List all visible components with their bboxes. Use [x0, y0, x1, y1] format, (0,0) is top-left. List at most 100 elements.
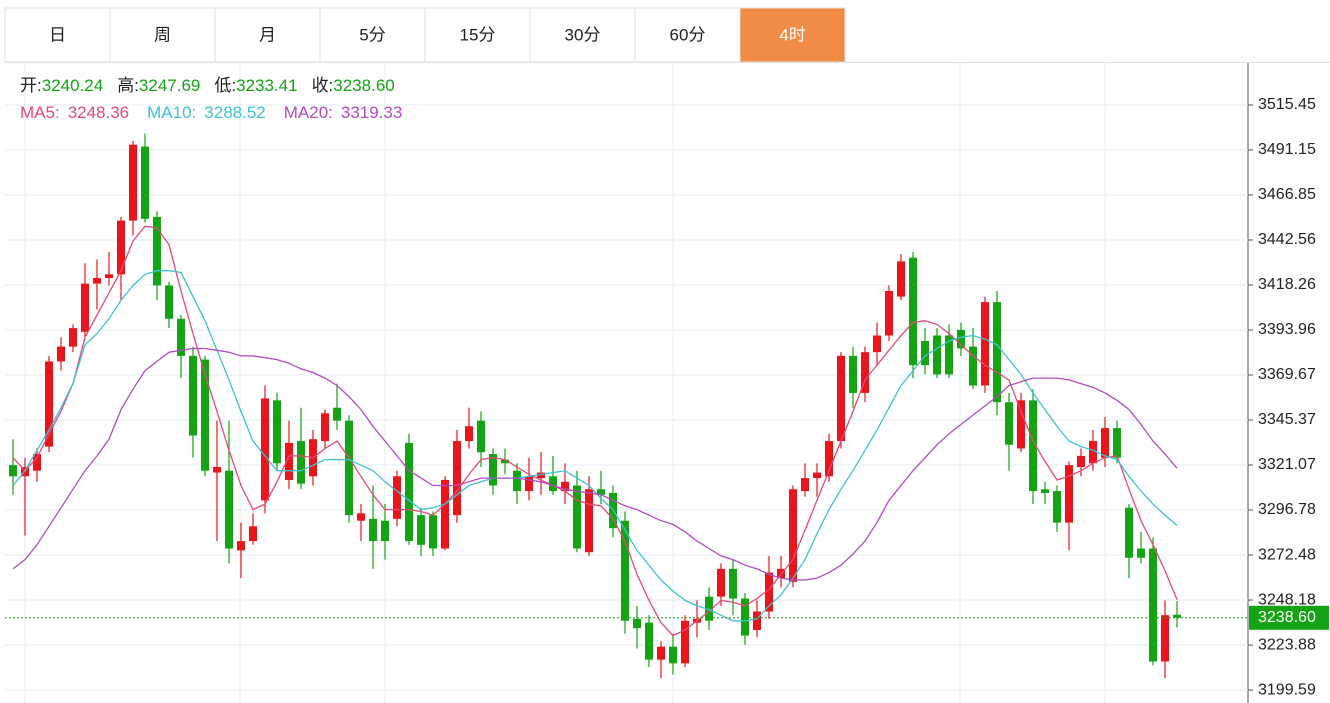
candle-body [1017, 400, 1025, 449]
candle-body [225, 470, 233, 549]
candle-body [1077, 455, 1085, 468]
tab[interactable]: 60分 [634, 7, 741, 63]
candle-body [753, 611, 761, 631]
candle-body [345, 420, 353, 516]
tab-label[interactable]: 月 [259, 25, 276, 44]
tab-box[interactable] [424, 7, 531, 63]
candle-body [1101, 428, 1109, 458]
y-tick-label: 3321.07 [1258, 456, 1316, 473]
tab[interactable]: 月 [214, 7, 321, 63]
tab[interactable]: 周 [109, 7, 216, 63]
y-tick-label: 3369.67 [1258, 366, 1316, 383]
y-tick-label: 3199.59 [1258, 681, 1316, 698]
ma-line [12, 270, 1178, 622]
tab-box[interactable] [529, 7, 636, 63]
tab-box[interactable] [214, 7, 321, 63]
candle-body [453, 441, 461, 516]
tab[interactable]: 5分 [319, 7, 426, 63]
candle-body [513, 470, 521, 492]
candle-body [1089, 441, 1097, 464]
candle-body [9, 465, 17, 477]
tab-label[interactable]: 周 [154, 25, 171, 44]
ma-line [12, 347, 1178, 581]
candle-body [285, 442, 293, 480]
candle-body [321, 413, 329, 442]
candle-body [537, 472, 545, 479]
info-value: 3240.24 [42, 76, 103, 95]
tab-box[interactable] [739, 7, 846, 63]
candle-body [909, 257, 917, 366]
info-value: 3247.69 [139, 76, 200, 95]
candle-body [1029, 400, 1037, 492]
candle-body [813, 472, 821, 479]
time-grid [24, 63, 1106, 703]
candle-body [933, 335, 941, 375]
candle-body [213, 467, 221, 473]
tab-label[interactable]: 30分 [565, 25, 601, 44]
y-tick-label: 3442.56 [1258, 231, 1316, 248]
candle-body [417, 515, 425, 545]
tab-label[interactable]: 5分 [359, 25, 385, 44]
candle-body [141, 146, 149, 219]
candle-body [333, 407, 341, 421]
tab-label[interactable]: 4时 [779, 25, 805, 44]
candle-body [873, 335, 881, 353]
candle-body [657, 646, 665, 660]
candle-body [837, 355, 845, 442]
y-tick-label: 3393.96 [1258, 321, 1316, 338]
candle-body [117, 220, 125, 275]
tab[interactable]: 30分 [529, 7, 636, 63]
candle-body [153, 216, 161, 286]
candle-body [573, 485, 581, 549]
candle-body [945, 335, 953, 375]
candle-body [1005, 402, 1013, 445]
candle-body [129, 144, 137, 221]
candle-body [801, 478, 809, 492]
candle-body [1125, 507, 1133, 558]
candle-body [597, 489, 605, 495]
tab-label[interactable]: 日 [49, 25, 66, 44]
legend-value: 3248.36 [68, 103, 129, 122]
info-label: 高: [117, 76, 139, 95]
info-label: 低: [214, 76, 236, 95]
candle-body [393, 476, 401, 519]
candle-body [849, 355, 857, 393]
legend-value: 3319.33 [341, 103, 402, 122]
candle-body [897, 261, 905, 297]
tab-label[interactable]: 15分 [460, 25, 496, 44]
candle-body [957, 329, 965, 349]
ma-legend: MA5: 3248.36 MA10: 3288.52 MA20: 3319.33 [20, 103, 402, 122]
candle-body [165, 285, 173, 319]
candle-body [561, 481, 569, 492]
tab[interactable]: 15分 [424, 7, 531, 63]
candle-body [969, 346, 977, 386]
candle-body [525, 476, 533, 492]
candle-body [45, 361, 53, 447]
candle-body [81, 283, 89, 332]
tab-box[interactable] [319, 7, 426, 63]
candle-body [717, 568, 725, 597]
ohlc-info: 开:3240.24 高:3247.69 低:3233.41 收:3238.60 [20, 76, 395, 95]
candle-body [357, 513, 365, 521]
candle-body [441, 479, 449, 549]
candle-body [585, 489, 593, 553]
candle-body [69, 328, 77, 347]
candle-body [981, 302, 989, 386]
y-tick-label: 3515.45 [1258, 96, 1316, 113]
tab-label[interactable]: 60分 [670, 25, 706, 44]
tab[interactable]: 4时 [739, 7, 846, 63]
tab-box[interactable] [109, 7, 216, 63]
candle-body [249, 526, 257, 542]
candle-body [429, 515, 437, 549]
tab[interactable]: 日 [4, 7, 111, 63]
y-tick-label: 3345.37 [1258, 411, 1316, 428]
candle-body [1113, 428, 1121, 458]
candle-body [369, 518, 377, 542]
y-tick-label: 3296.78 [1258, 501, 1316, 518]
candle-body [621, 520, 629, 621]
candle-body [297, 441, 305, 484]
candle-body [501, 459, 509, 464]
info-value: 3238.60 [333, 76, 394, 95]
